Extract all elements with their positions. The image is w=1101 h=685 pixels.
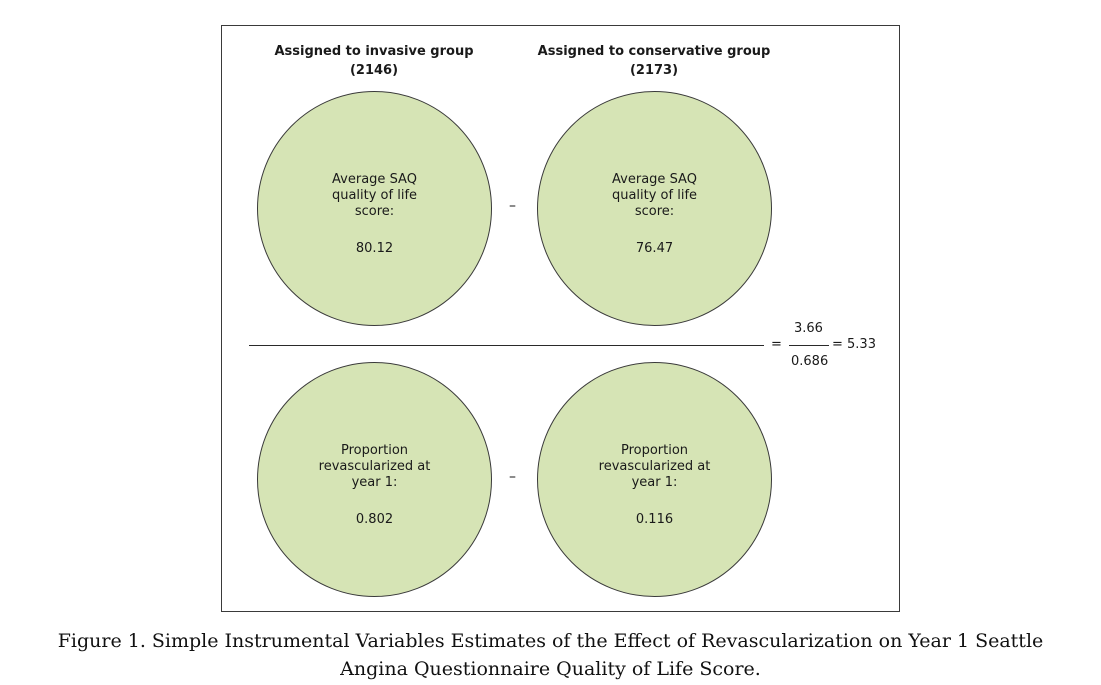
invasive-proportion-circle: Proportion revascularized at year 1: 0.8… [257, 362, 492, 597]
diagram-frame [221, 25, 900, 612]
caption-line-1: Figure 1. Simple Instrumental Variables … [57, 630, 1044, 652]
label-line: Proportion [620, 443, 689, 458]
label-line: year 1: [631, 475, 678, 490]
label-line: revascularized at [598, 459, 711, 474]
conservative-proportion-value: 0.116 [635, 512, 674, 527]
conservative-saq-label: Average SAQ quality of life score: [538, 172, 771, 220]
conservative-proportion-label: Proportion revascularized at year 1: [538, 443, 771, 491]
label-line: year 1: [351, 475, 398, 490]
invasive-proportion-value: 0.802 [355, 512, 394, 527]
invasive-group-title: Assigned to invasive group [274, 44, 474, 59]
label-line: score: [634, 204, 675, 219]
minus-operator-bottom: – [509, 469, 516, 485]
invasive-proportion-label: Proportion revascularized at year 1: [258, 443, 491, 491]
minus-operator-top: – [509, 198, 516, 214]
conservative-group-title: Assigned to conservative group [537, 44, 771, 59]
result-fraction-bar [789, 345, 829, 346]
conservative-proportion-circle: Proportion revascularized at year 1: 0.1… [537, 362, 772, 597]
fraction-bar [249, 345, 764, 346]
result-final: = 5.33 [832, 337, 876, 352]
conservative-group-count: (2173) [629, 63, 679, 78]
label-line: revascularized at [318, 459, 431, 474]
invasive-group-count: (2146) [349, 63, 399, 78]
conservative-group-heading: Assigned to conservative group (2173) [524, 42, 784, 80]
label-line: quality of life [611, 188, 698, 203]
label-line: Average SAQ [612, 172, 697, 187]
label-line: quality of life [331, 188, 418, 203]
conservative-saq-circle: Average SAQ quality of life score: 76.47 [537, 91, 772, 326]
caption-line-2: Angina Questionnaire Quality of Life Sco… [340, 658, 761, 680]
equals-sign: = [771, 337, 782, 352]
figure-caption: Figure 1. Simple Instrumental Variables … [0, 627, 1101, 683]
result-numerator: 3.66 [794, 321, 823, 336]
invasive-saq-value: 80.12 [355, 241, 394, 256]
invasive-group-heading: Assigned to invasive group (2146) [244, 42, 504, 80]
result-denominator: 0.686 [791, 354, 829, 369]
label-line: score: [354, 204, 395, 219]
conservative-saq-value: 76.47 [635, 241, 674, 256]
invasive-saq-label: Average SAQ quality of life score: [258, 172, 491, 220]
label-line: Proportion [340, 443, 409, 458]
invasive-saq-circle: Average SAQ quality of life score: 80.12 [257, 91, 492, 326]
label-line: Average SAQ [332, 172, 417, 187]
